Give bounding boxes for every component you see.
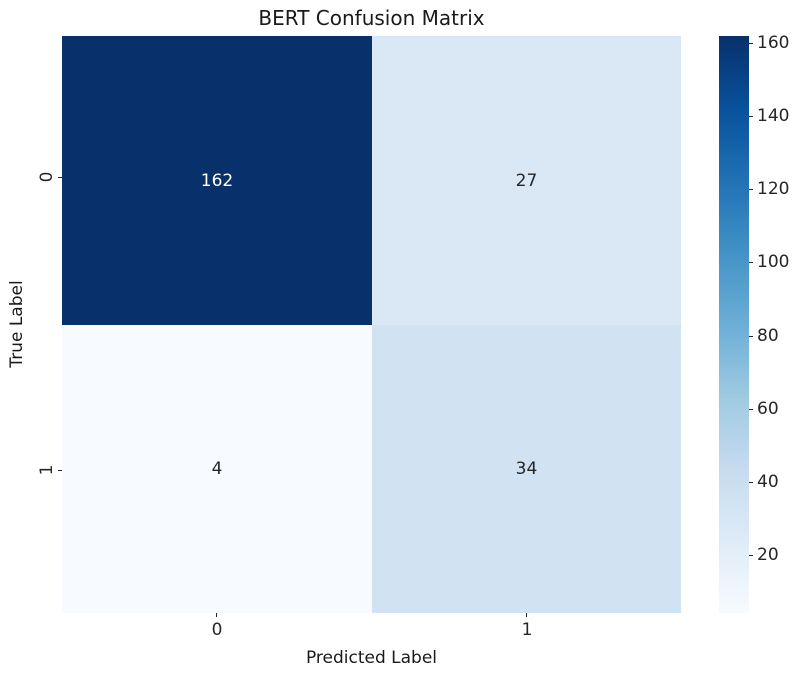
colorbar-tick-label-140: 140 (757, 106, 790, 127)
heatmap-cell-r1c1: 34 (372, 325, 681, 613)
colorbar-tick-label-80: 80 (757, 325, 779, 346)
colorbar (719, 36, 749, 613)
x-tick-mark-1 (526, 613, 527, 617)
y-tick-mark-0 (58, 177, 62, 178)
x-axis-label: Predicted Label (305, 648, 438, 668)
colorbar-tick-mark-100 (749, 262, 753, 264)
heatmap-cell-r0c0: 162 (62, 36, 372, 325)
colorbar-tick-label-60: 60 (757, 398, 779, 419)
colorbar-tick-mark-40 (749, 481, 753, 483)
colorbar-tick-label-20: 20 (757, 544, 779, 565)
y-tick-label-0: 0 (37, 171, 57, 183)
y-axis-label: True Label (7, 280, 27, 368)
chart-title: BERT Confusion Matrix (258, 6, 485, 30)
colorbar-tick-label-160: 160 (757, 33, 790, 54)
colorbar-tick-label-100: 100 (757, 252, 790, 273)
colorbar-tick-mark-60 (749, 408, 753, 410)
colorbar-tick-mark-80 (749, 335, 753, 337)
y-tick-label-1: 1 (37, 464, 57, 476)
x-tick-label-1: 1 (521, 620, 533, 640)
colorbar-tick-label-120: 120 (757, 179, 790, 200)
x-tick-label-0: 0 (211, 620, 223, 640)
heatmap-cell-r0c1: 27 (372, 36, 681, 325)
colorbar-tick-mark-20 (749, 554, 753, 556)
colorbar-tick-label-40: 40 (757, 471, 779, 492)
colorbar-tick-mark-140 (749, 116, 753, 118)
heatmap-cell-r1c0: 4 (62, 325, 372, 613)
colorbar-tick-mark-160 (749, 43, 753, 45)
x-tick-mark-0 (216, 613, 217, 617)
colorbar-tick-mark-120 (749, 189, 753, 191)
heatmap-grid: 162 27 4 34 (62, 36, 681, 613)
y-tick-mark-1 (58, 470, 62, 471)
